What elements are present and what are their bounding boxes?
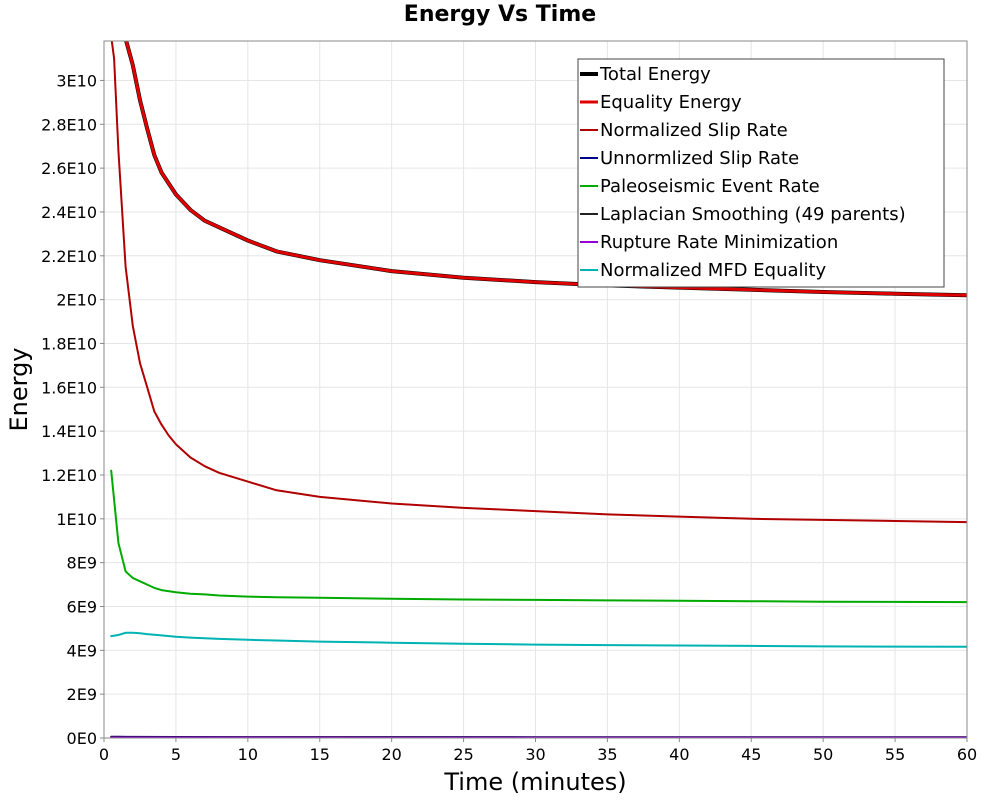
series-line-normalized-mfd-equality: [110, 631, 967, 648]
x-tick-label: 20: [381, 745, 401, 764]
y-tick-label: 0E0: [67, 729, 97, 748]
y-tick-label: 1E10: [56, 510, 97, 529]
series-line-normalized-slip-rate: [110, 41, 967, 524]
series-line-paleoseismic-event-rate: [110, 469, 967, 604]
chart-title: Energy Vs Time: [403, 2, 597, 27]
y-tick-label: 2.4E10: [41, 203, 97, 222]
y-tick-label: 4E9: [67, 641, 97, 660]
legend-entry-label: Rupture Rate Minimization: [600, 232, 838, 253]
y-tick-label: 2E9: [67, 685, 97, 704]
series-line-equality-energy: [124, 41, 967, 297]
legend-entry-label: Normalized MFD Equality: [600, 260, 827, 281]
y-tick-label: 3E10: [56, 71, 97, 90]
y-tick-label: 2.2E10: [41, 247, 97, 266]
x-tick-label: 30: [525, 745, 545, 764]
legend-box: [577, 58, 945, 288]
y-tick-label: 1.4E10: [41, 422, 97, 441]
y-tick-label: 2.6E10: [41, 159, 97, 178]
x-axis-title: Time (minutes): [443, 768, 626, 796]
x-tick-label: 25: [453, 745, 473, 764]
x-tick-label: 55: [885, 745, 905, 764]
x-tick-label: 45: [741, 745, 761, 764]
legend-entry-label: Unnormlized Slip Rate: [600, 148, 799, 169]
y-tick-label: 2E10: [56, 291, 97, 310]
x-tick-label: 10: [238, 745, 258, 764]
legend-entry-label: Equality Energy: [600, 92, 742, 113]
y-tick-label: 2.8E10: [41, 115, 97, 134]
x-tick-label: 0: [99, 745, 109, 764]
y-tick-label: 1.6E10: [41, 378, 97, 397]
x-tick-label: 5: [171, 745, 181, 764]
legend-entry-label: Normalized Slip Rate: [600, 120, 788, 141]
legend: Total Energy Equality Energy Normalized Sl…: [577, 58, 945, 288]
y-tick-label: 1.2E10: [41, 466, 97, 485]
x-tick-label: 40: [669, 745, 689, 764]
x-tick-label: 15: [310, 745, 330, 764]
y-tick-label: 8E9: [67, 554, 97, 573]
x-tick-label: 35: [597, 745, 617, 764]
y-tick-label: 6E9: [67, 597, 97, 616]
legend-entry-label: Paleoseismic Event Rate: [600, 176, 820, 197]
x-tick-label: 60: [957, 745, 977, 764]
y-axis-title: Energy: [5, 347, 33, 431]
legend-entry-label: Laplacian Smoothing (49 parents): [600, 204, 906, 225]
axis-ticks: 0 5 10 15 20 25 30 35 40 45 50 55 60 0E0 2E9 4E9 6E9 8E9 1…: [41, 71, 977, 764]
x-tick-label: 50: [813, 745, 833, 764]
y-tick-label: 1.8E10: [41, 334, 97, 353]
legend-entry-label: Total Energy: [599, 64, 711, 85]
